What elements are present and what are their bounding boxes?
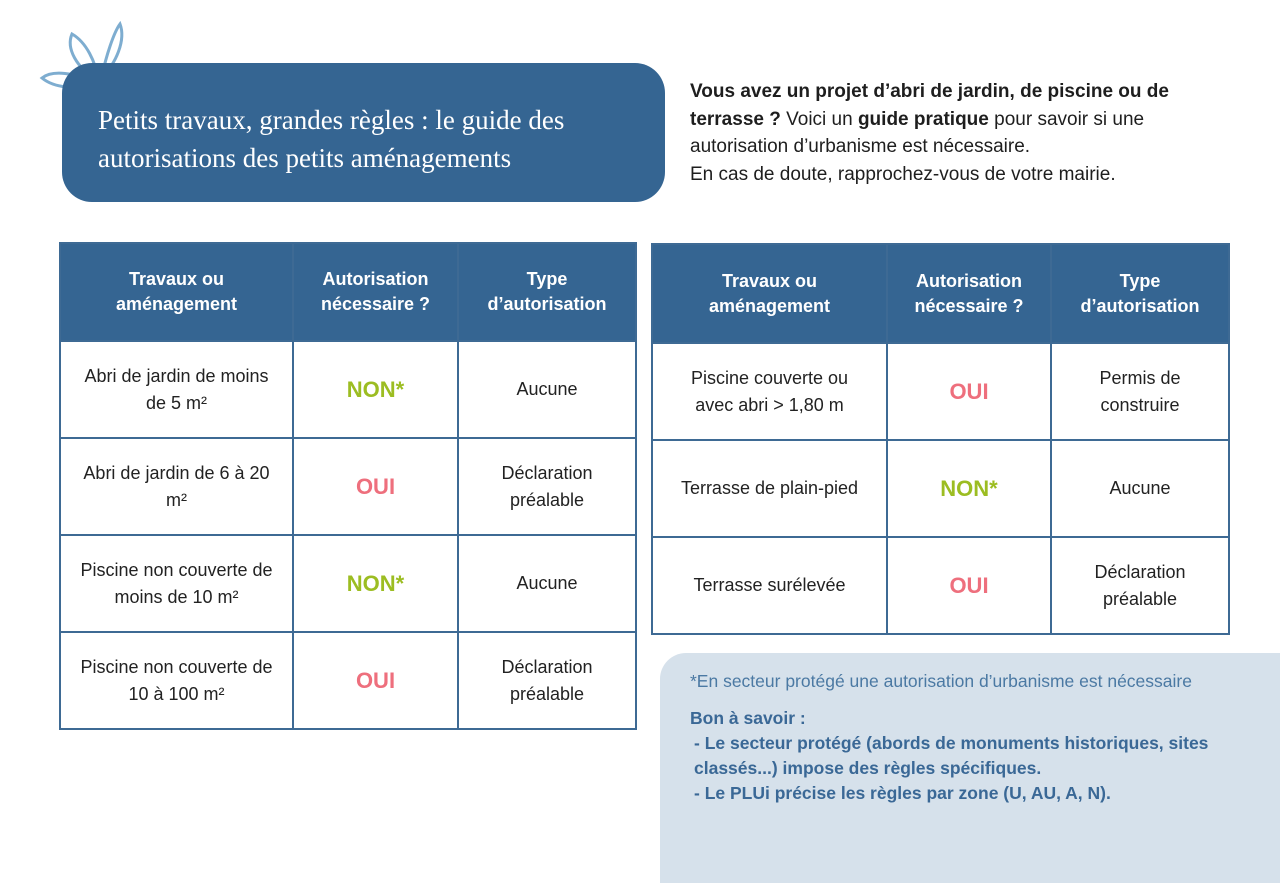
status-cell: NON* [292,340,459,439]
table-row: Piscine couverte ou avec abri > 1,80 m OU… [651,342,1230,441]
header-row: Travaux ou aménagement Autorisation néces… [59,242,637,342]
work-cell: Piscine non couverte de 10 à 100 m² [59,631,294,730]
header-row: Travaux ou aménagement Autorisation néces… [651,243,1230,344]
column-header: Type d’autorisation [457,242,637,342]
intro-text: Voici un [786,108,853,130]
type-cell: Aucune [1050,439,1230,538]
table-row: Abri de jardin de moins de 5 m² NON* Aucun… [59,340,637,439]
status-cell: OUI [886,342,1052,441]
table-row: Terrasse surélevée OUI Déclaration préalab… [651,536,1230,635]
table: Travaux ou aménagement Autorisation néces… [651,243,1230,635]
intro: Vous avez un projet d’abri de jardin, de… [690,78,1240,188]
note-asterisk: *En secteur protégé une autorisation d’u… [690,671,1192,691]
table-row: Abri de jardin de 6 à 20 m² OUI Déclaratio… [59,437,637,536]
type-cell: Aucune [457,534,637,633]
page: Petits travaux, grandes règles : le guid… [39,20,1280,883]
table-row: Piscine non couverte de 10 à 100 m² OUI Dé… [59,631,637,730]
type-cell: Déclaration préalable [457,631,637,730]
intro-closing: En cas de doute, rapprochez-vous de votr… [690,163,1116,185]
type-cell: Permis de construire [1050,342,1230,441]
work-cell: Terrasse surélevée [651,536,888,635]
intro-text: pour savoir si une autorisation d’urbani… [690,108,1145,158]
type-cell: Aucune [457,340,637,439]
table-row: Piscine non couverte de moins de 10 m² NO… [59,534,637,633]
status-cell: OUI [292,437,459,536]
column-header: Travaux ou aménagement [59,242,294,342]
note-box: *En secteur protégé une autorisation d’u… [660,653,1280,883]
column-header: Type d’autorisation [1050,243,1230,344]
intro-lead: Vous avez un projet d’abri de jardin, de… [690,81,1169,130]
status-cell: NON* [292,534,459,633]
work-cell: Abri de jardin de moins de 5 m² [59,340,294,439]
note-heading: Bon à savoir : [690,708,806,728]
title-box: Petits travaux, grandes règles : le guid… [62,63,665,202]
type-cell: Déclaration préalable [457,437,637,536]
work-cell: Abri de jardin de 6 à 20 m² [59,437,294,536]
type-cell: Déclaration préalable [1050,536,1230,635]
note-item: - Le secteur protégé (abords de monument… [694,733,1209,778]
column-header: Travaux ou aménagement [651,243,888,344]
status-cell: NON* [886,439,1052,538]
title-line: Petits travaux, grandes règles : le guid… [98,105,565,135]
column-header: Autorisation nécessaire ? [886,243,1052,344]
status-cell: OUI [292,631,459,730]
work-cell: Terrasse de plain-pied [651,439,888,538]
intro-bold: guide pratique [857,108,989,130]
column-header: Autorisation nécessaire ? [292,242,459,342]
status-cell: OUI [886,536,1052,635]
work-cell: Piscine non couverte de moins de 10 m² [59,534,294,633]
table-row: Terrasse de plain-pied NON* Aucune [651,439,1230,538]
work-cell: Piscine couverte ou avec abri > 1,80 m [651,342,888,441]
table: Travaux ou aménagement Autorisation néces… [59,242,637,730]
note-item: - Le PLUi précise les règles par zone (U… [694,783,1111,803]
title-line: autorisations des petits aménagements [98,143,512,173]
